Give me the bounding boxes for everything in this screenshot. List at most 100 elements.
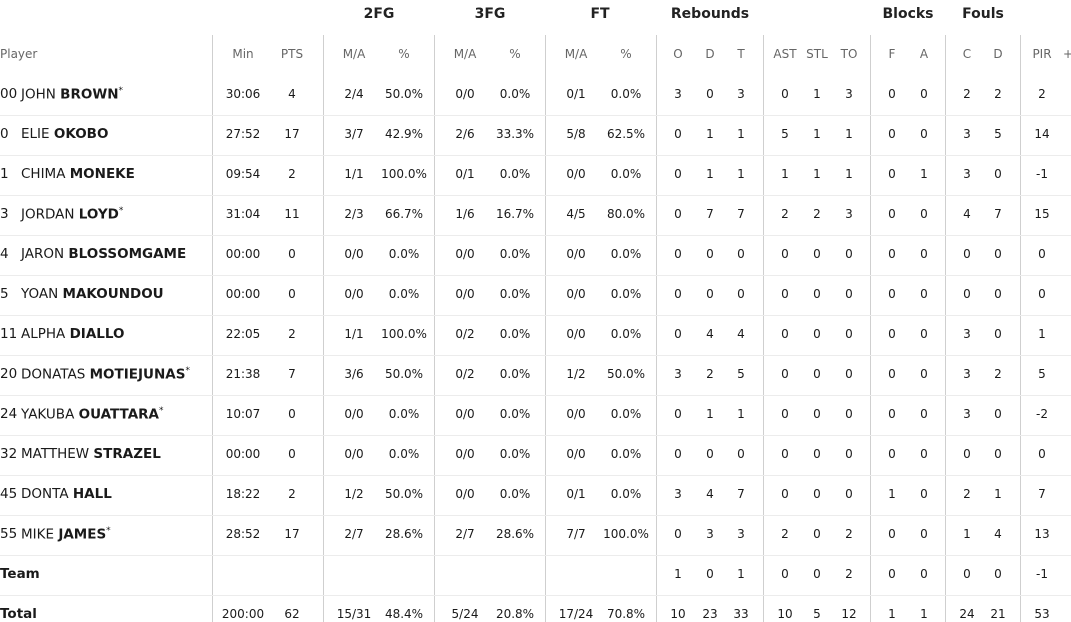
stat-cell: 33.3% [495, 127, 535, 141]
stat-cell: 0 [288, 287, 296, 301]
stat-cell: 0/0 [344, 247, 364, 261]
stat-cell: 0 [706, 567, 714, 581]
row-label: Team [0, 566, 40, 582]
column-header: F [888, 47, 896, 61]
row-separator [0, 155, 1071, 156]
last-name: BLOSSOMGAME [68, 246, 187, 262]
stat-cell: 5 [737, 367, 745, 381]
column-separator [545, 35, 546, 622]
stat-cell: 1 [963, 527, 971, 541]
stat-cell: 0 [813, 407, 821, 421]
stat-cell: 0 [737, 447, 745, 461]
stat-cell: 0/0 [455, 407, 475, 421]
row-separator [0, 435, 1071, 436]
stat-cell: 0.0% [499, 367, 531, 381]
stat-cell: 1 [888, 487, 896, 501]
stat-cell: 2 [994, 367, 1002, 381]
player-name: DONTA HALL [21, 486, 112, 502]
player-name: JORDAN LOYD* [21, 206, 123, 223]
stat-cell: 100.0% [381, 327, 427, 341]
player-number: 20 [0, 366, 18, 382]
stat-cell: 0 [706, 247, 714, 261]
stat-cell: 0 [845, 487, 853, 501]
stat-cell: 0/0 [455, 447, 475, 461]
stat-cell: 0 [706, 447, 714, 461]
stat-cell: 0 [920, 487, 928, 501]
row-separator [0, 355, 1071, 356]
stat-cell: 0 [674, 287, 682, 301]
player-name: YAKUBA OUATTARA* [21, 406, 164, 423]
stat-cell: 0 [888, 327, 896, 341]
stat-cell: 1/1 [344, 167, 364, 181]
stat-cell: 0 [888, 127, 896, 141]
stat-cell: 0 [888, 247, 896, 261]
stat-cell: 09:54 [225, 167, 261, 181]
stat-cell: 0 [813, 527, 821, 541]
first-name: ELIE [21, 126, 50, 142]
stat-cell: 2/7 [344, 527, 364, 541]
stat-cell: 0.0% [388, 287, 420, 301]
stat-cell: 5/24 [451, 607, 479, 621]
column-header: A [919, 47, 929, 61]
stat-cell: 0 [920, 207, 928, 221]
stat-cell: 00:00 [225, 287, 261, 301]
stat-cell: 4 [288, 87, 296, 101]
stat-cell: 1/2 [566, 367, 586, 381]
stat-cell: 0/0 [566, 287, 586, 301]
stat-cell: 21 [990, 607, 1006, 621]
stat-cell: 1 [674, 567, 682, 581]
stat-cell: 3 [674, 367, 682, 381]
stat-cell: 3/7 [344, 127, 364, 141]
stat-cell: 0 [888, 367, 896, 381]
last-name: MOTIEJUNAS [89, 366, 186, 383]
player-name: ELIE OKOBO [21, 126, 108, 142]
player-name: MATTHEW STRAZEL [21, 446, 161, 462]
stat-cell: 2 [845, 567, 853, 581]
stat-cell: 0.0% [388, 447, 420, 461]
row-separator [0, 395, 1071, 396]
stat-cell: 20.8% [495, 607, 535, 621]
stat-cell: 50.0% [384, 367, 424, 381]
column-header: M/A [342, 47, 366, 61]
stat-cell: 100.0% [381, 167, 427, 181]
column-header: AST [773, 47, 797, 61]
last-name: DIALLO [69, 326, 125, 342]
stat-cell: 2 [706, 367, 714, 381]
stat-cell: 1 [888, 607, 896, 621]
stat-cell: 2 [994, 87, 1002, 101]
stat-cell: 0 [920, 447, 928, 461]
stat-cell: 0 [674, 247, 682, 261]
first-name: JARON [21, 246, 65, 262]
column-separator [1020, 35, 1021, 622]
stat-cell: 00:00 [225, 247, 261, 261]
stat-cell: 3 [963, 167, 971, 181]
stat-cell: 0 [888, 87, 896, 101]
stat-cell: 0 [674, 407, 682, 421]
stat-cell: 17/24 [558, 607, 594, 621]
column-header: M/A [453, 47, 477, 61]
stat-cell: 70.8% [606, 607, 646, 621]
stat-cell: 0/2 [455, 367, 475, 381]
player-number: 5 [0, 286, 9, 302]
stat-cell: 0 [963, 247, 971, 261]
column-header: STL [806, 47, 828, 61]
stat-cell: 0/0 [455, 87, 475, 101]
stat-cell: 1 [813, 87, 821, 101]
column-separator [656, 35, 657, 622]
stat-cell: 1 [706, 167, 714, 181]
stat-cell: 0 [920, 247, 928, 261]
row-separator [0, 195, 1071, 196]
stat-cell: 0 [813, 487, 821, 501]
stat-cell: 0 [288, 247, 296, 261]
stat-cell: 3 [963, 327, 971, 341]
row-separator [0, 475, 1071, 476]
row-separator [0, 555, 1071, 556]
stat-cell: 0 [781, 327, 789, 341]
stat-cell: 15 [1034, 207, 1050, 221]
stat-cell: 0 [994, 447, 1002, 461]
stat-cell: 0.0% [499, 447, 531, 461]
stat-cell: 1 [781, 167, 789, 181]
stat-cell: 1 [813, 127, 821, 141]
stat-cell: 3 [737, 527, 745, 541]
stat-cell: 0.0% [499, 327, 531, 341]
